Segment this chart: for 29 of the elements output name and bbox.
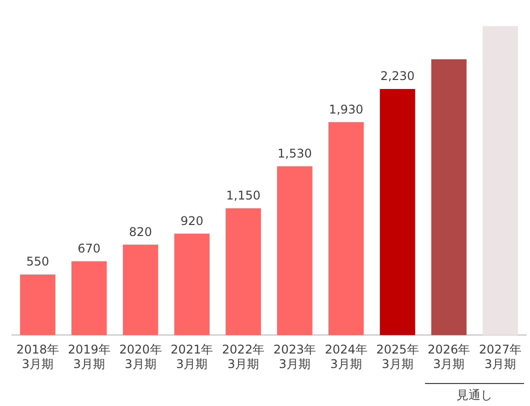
- x-tick-label: 2026年 3月期: [428, 342, 470, 371]
- x-tick-label: 2021年 3月期: [170, 342, 214, 371]
- data-label: 1,150: [226, 188, 260, 202]
- data-label: 670: [78, 241, 101, 256]
- x-tick-label: 2018年 3月期: [16, 342, 59, 371]
- bar: [20, 274, 56, 336]
- data-label: 1,530: [278, 146, 312, 160]
- x-tick-label: 2024年 3月期: [324, 342, 368, 371]
- bar: [431, 59, 467, 336]
- data-label: 2,230: [380, 69, 415, 84]
- data-label: 1,930: [328, 102, 364, 116]
- data-label: 820: [129, 224, 152, 239]
- x-tick-label: 2022年 3月期: [222, 342, 265, 371]
- bar: [277, 166, 312, 336]
- data-label: 920: [180, 214, 204, 228]
- text: 見通し: [456, 387, 494, 404]
- bar: [482, 26, 518, 336]
- data-label: 550: [26, 254, 50, 269]
- bar: [328, 122, 364, 336]
- x-tick-label: 2019年 3月期: [68, 342, 110, 371]
- bar: [71, 261, 107, 336]
- bar: [226, 208, 261, 336]
- x-tick-label: 2020年 3月期: [119, 342, 162, 371]
- bar: [380, 89, 416, 336]
- x-tick-label: 2027年 3月期: [479, 342, 522, 371]
- x-tick-label: 2025年 3月期: [376, 342, 419, 371]
- bar: [122, 244, 158, 336]
- bar: [174, 234, 210, 336]
- x-tick-label: 2023年 3月期: [273, 342, 316, 371]
